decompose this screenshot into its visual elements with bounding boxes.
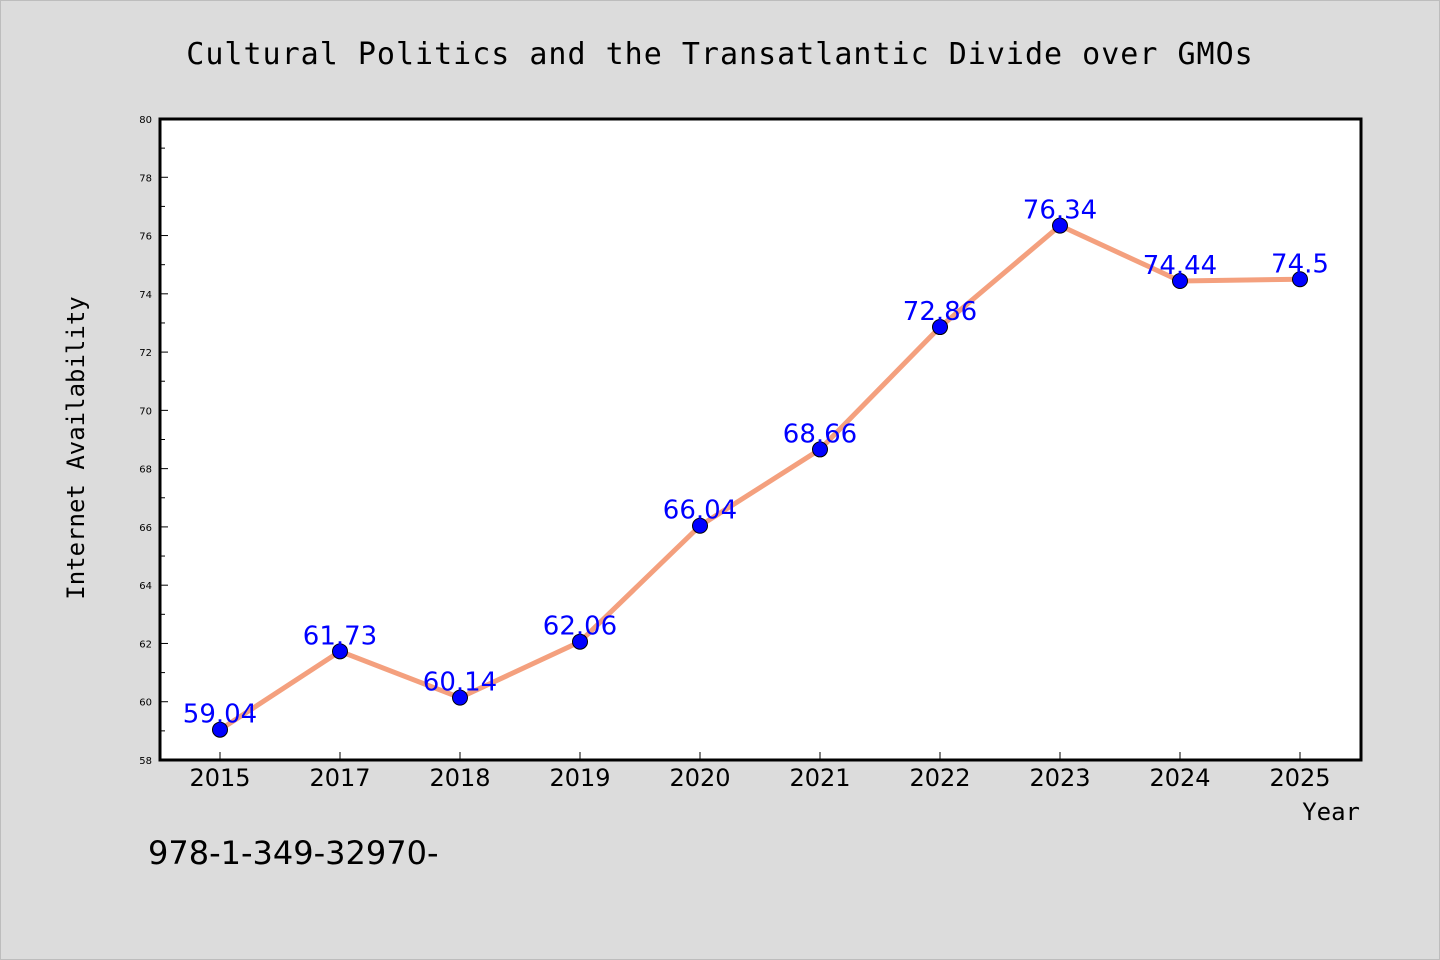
data-label: 66.04	[663, 496, 737, 526]
x-tick-label: 2024	[1149, 764, 1210, 792]
y-axis: 58 60 62 64 66 68 70 72 74 76 78 80	[139, 115, 168, 767]
y-tick-label: 72	[139, 348, 152, 359]
x-tick-label: 2025	[1269, 764, 1330, 792]
y-tick-label: 80	[139, 115, 152, 126]
x-axis-label: Year	[1302, 798, 1360, 826]
data-label: 76.34	[1023, 196, 1097, 226]
data-label: 62.06	[543, 612, 617, 642]
y-tick-label: 64	[139, 581, 152, 592]
data-point	[332, 643, 348, 660]
x-tick-label: 2018	[429, 764, 490, 792]
plot-area	[158, 117, 1363, 762]
data-point	[1052, 217, 1068, 234]
data-point	[212, 721, 228, 738]
y-tick-label: 74	[139, 290, 152, 301]
footer-code-text: 978-1-349-32970-	[148, 834, 439, 872]
data-label: 74.44	[1143, 251, 1217, 281]
data-label: 60.14	[423, 668, 497, 698]
x-tick-label: 2017	[309, 764, 370, 792]
x-axis: 2015 2017 2018 2019 2020 2021 2022 2023 2024 2025	[189, 752, 1331, 792]
chart-title: Cultural Politics and the Transatlantic …	[186, 37, 1253, 72]
x-tick-label: 2019	[549, 764, 610, 792]
data-point	[812, 441, 828, 458]
data-point	[1172, 272, 1188, 289]
data-label: 68.66	[783, 419, 857, 449]
data-point	[692, 517, 708, 534]
y-tick-label: 66	[139, 523, 152, 534]
y-tick-label: 62	[139, 639, 152, 650]
y-axis-label: Internet Availability	[62, 296, 90, 599]
y-tick-label: 68	[139, 465, 152, 476]
x-tick-label: 2020	[669, 764, 730, 792]
y-tick-label: 78	[139, 173, 152, 184]
series-layer: 59.04 61.73 60.14 62.06 66.04 68.66 72.86 76.34…	[183, 196, 1329, 738]
data-label: 61.73	[303, 621, 377, 651]
data-label: 72.86	[903, 297, 977, 327]
data-point	[1292, 271, 1308, 288]
data-point	[572, 633, 588, 650]
y-tick-label: 60	[139, 698, 152, 709]
y-tick-label: 76	[139, 232, 152, 243]
data-point	[932, 319, 948, 336]
y-tick-label: 70	[139, 406, 152, 417]
x-tick-label: 2021	[789, 764, 850, 792]
x-tick-label: 2023	[1029, 764, 1090, 792]
y-tick-label: 58	[139, 756, 152, 767]
x-tick-label: 2015	[189, 764, 250, 792]
data-label: 74.5	[1271, 249, 1329, 279]
series-line	[217, 223, 1303, 733]
x-tick-label: 2022	[909, 764, 970, 792]
data-label: 59.04	[183, 700, 257, 730]
data-point	[452, 689, 468, 706]
